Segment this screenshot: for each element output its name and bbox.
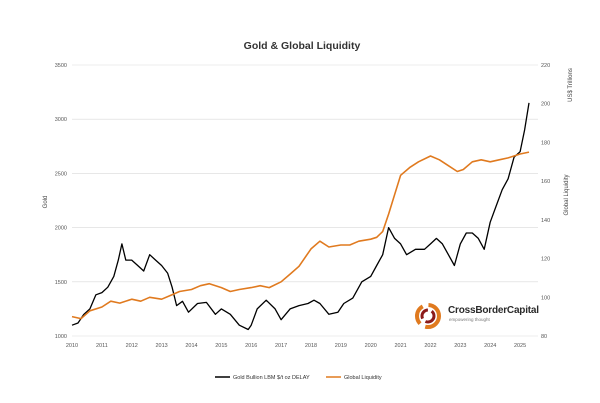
- x-tick-label: 2021: [394, 343, 406, 349]
- left-tick-label: 2000: [55, 226, 67, 232]
- x-tick-label: 2018: [305, 343, 317, 349]
- right-axis-label: Global Liquidity: [564, 174, 570, 215]
- crossborder-capital-logo: CrossBorderCapital empowering thought: [414, 300, 564, 334]
- right-tick-label: 200: [541, 102, 550, 108]
- gold-price-line: [71, 102, 530, 331]
- x-tick-label: 2012: [126, 343, 138, 349]
- left-axis-label: Gold: [43, 196, 49, 209]
- legend-label-liquidity: Global Liquidity: [344, 375, 382, 381]
- x-tick-label: 2020: [365, 343, 377, 349]
- gridlines: [72, 64, 538, 337]
- x-tick-label: 2019: [335, 343, 347, 349]
- x-axis-ticks: 2010 2011 2012 2013 2014 2015 2016 2017 2018 2019…: [66, 343, 526, 349]
- x-tick-label: 2017: [275, 343, 287, 349]
- right-axis-unit-label: US$ Trillions: [568, 68, 574, 102]
- logo-tagline: empowering thought: [449, 317, 490, 322]
- logo-name: CrossBorderCapital: [448, 305, 539, 316]
- right-tick-label: 160: [541, 179, 550, 185]
- x-tick-label: 2025: [514, 343, 526, 349]
- x-tick-label: 2022: [424, 343, 436, 349]
- right-tick-label: 140: [541, 218, 550, 224]
- chart-title: Gold & Global Liquidity: [244, 40, 361, 52]
- legend-label-gold: Gold Bullion LBM $/t oz DELAY: [233, 375, 310, 381]
- x-tick-label: 2011: [96, 343, 108, 349]
- crossborder-logo-icon: [415, 303, 441, 329]
- right-tick-label: 120: [541, 257, 550, 263]
- right-tick-label: 80: [541, 334, 547, 340]
- left-tick-label: 3500: [55, 63, 67, 69]
- x-tick-label: 2024: [484, 343, 496, 349]
- left-tick-label: 3000: [55, 117, 67, 123]
- right-tick-label: 180: [541, 140, 550, 146]
- left-tick-label: 1000: [55, 334, 67, 340]
- x-tick-label: 2015: [215, 343, 227, 349]
- right-tick-label: 100: [541, 295, 550, 301]
- right-axis-ticks: 80 100 120 140 160 180 200 220: [541, 63, 550, 340]
- x-tick-label: 2023: [454, 343, 466, 349]
- global-liquidity-line: [71, 151, 530, 320]
- x-tick-label: 2014: [185, 343, 197, 349]
- right-tick-label: 220: [541, 63, 550, 69]
- x-tick-label: 2013: [155, 343, 167, 349]
- x-tick-label: 2016: [245, 343, 257, 349]
- left-axis-ticks: 1000 1500 2000 2500 3000 3500: [55, 63, 67, 340]
- left-tick-label: 1500: [55, 280, 67, 286]
- x-tick-label: 2010: [66, 343, 78, 349]
- left-tick-label: 2500: [55, 171, 67, 177]
- legend: Gold Bullion LBM $/t oz DELAY Global Liq…: [215, 375, 382, 381]
